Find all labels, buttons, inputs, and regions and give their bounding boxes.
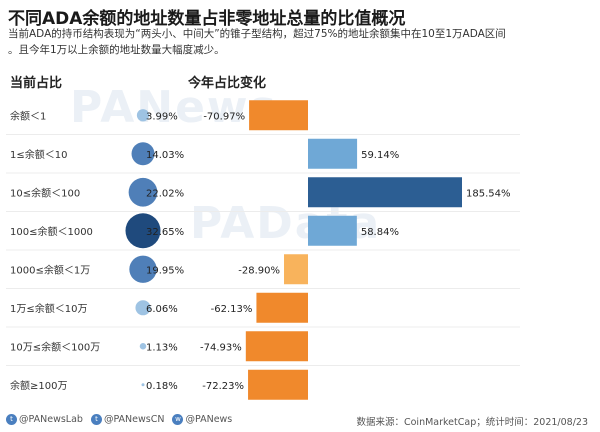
bar-mark [308,215,357,246]
bubble-value-label: 19.95% [146,265,184,276]
bar-value-label: 58.84% [361,227,399,238]
page-title: 不同ADA余额的地址数量占非零地址总量的比值概况 [8,9,406,29]
bar-section-title: 今年占比变化 [188,76,267,91]
bubble-value-label: 6.06% [146,304,178,315]
handle-text: @PANewsCN [103,414,165,425]
handle-panews[interactable]: w @PANews [172,414,232,425]
handle-text: @PANews [185,414,233,425]
bubble-mark [128,177,158,207]
bar-mark [245,331,308,362]
bubble-mark [131,142,155,166]
bar-mark [284,254,308,285]
bar-value-label: -72.23% [202,381,244,392]
bubble-value-label: 14.03% [146,150,184,161]
bubble-mark [136,109,150,122]
bar-value-label: -28.90% [238,265,280,276]
subtitle-line-2: 。且今年1万以上余额的地址数量大幅度减少。 [8,44,225,56]
bubble-value-label: 3.99% [146,111,178,122]
subtitle-line-1: 当前ADA的持币结构表现为“两头小、中间大”的锥子型结构，超过75%的地址余额集… [8,28,506,40]
bar-mark [249,100,308,131]
category-label: 100≤余额＜1000 [10,225,93,238]
handle-panewscn[interactable]: t @PANewsCN [90,414,165,425]
twitter-icon: t [90,414,102,425]
category-label: 余额≥100万 [10,379,67,392]
bubble-mark [135,300,151,316]
bar-value-label: -70.97% [203,111,245,122]
handle-text: @PANewsLab [19,414,83,425]
bubble-mark [125,213,161,249]
bar-value-label: -74.93% [200,342,242,353]
category-label: 1≤余额＜10 [10,148,67,161]
footer-handles: t @PANewsLab t @PANewsCN w @PANews [6,414,232,425]
data-source: 数据来源：CoinMarketCap；统计时间：2021/08/23 [356,417,588,428]
bubble-value-label: 22.02% [146,188,184,199]
twitter-icon: t [6,414,17,425]
handle-panewslab[interactable]: t @PANewsLab [6,414,83,425]
category-label: 1万≤余额＜10万 [10,302,87,315]
category-label: 10≤余额＜100 [10,186,80,199]
bar-mark [308,177,462,208]
bubble-value-label: 0.18% [146,381,178,392]
bar-value-label: 185.54% [466,188,511,199]
bar-mark [308,138,358,169]
bubble-value-label: 1.13% [146,342,178,353]
watermark-panews: PANews [70,82,278,133]
bar-value-label: 59.14% [361,150,399,161]
bubble-section-title: 当前占比 [10,76,63,91]
bubble-value-label: 32.65% [146,227,184,238]
category-label: 10万≤余额＜100万 [10,340,100,353]
weibo-icon: w [172,414,184,425]
category-label: 1000≤余额＜1万 [10,263,90,276]
category-label: 余额＜1 [10,109,46,122]
bubble-mark [141,383,145,387]
bar-value-label: -62.13% [211,304,253,315]
bubble-mark [139,342,147,350]
bubble-mark [129,255,157,283]
bar-mark [248,369,308,400]
bar-mark [256,292,308,323]
